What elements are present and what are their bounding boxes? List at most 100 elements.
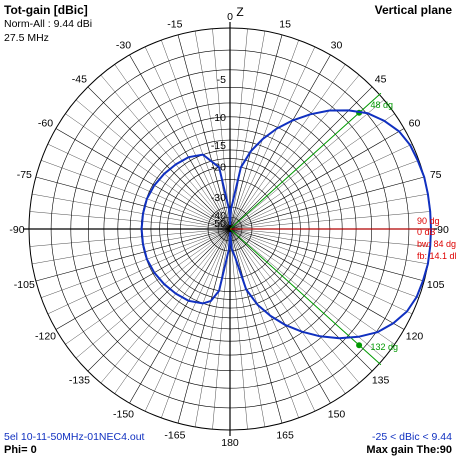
grid-spoke	[229, 143, 413, 230]
grid-spoke	[229, 99, 385, 230]
grid-spoke	[29, 211, 231, 230]
grid-spoke	[100, 228, 231, 384]
grid-spoke	[32, 228, 231, 265]
grid-spoke	[87, 86, 231, 230]
grid-spoke	[161, 40, 231, 230]
norm-label: Norm-All : 9.44 dBi	[4, 18, 92, 30]
zenith-label: Z	[236, 5, 243, 19]
angle-label: -120	[35, 331, 56, 343]
angle-label: -90	[9, 224, 24, 236]
angle-label: -60	[38, 118, 53, 130]
chart-title: Tot-gain [dBic]	[4, 3, 88, 17]
angle-label: -165	[164, 430, 185, 442]
marker-line	[229, 92, 382, 230]
angle-label: 15	[279, 18, 291, 30]
grid-spoke	[229, 228, 425, 282]
marker-label: 132 dg	[371, 342, 399, 352]
grid-spoke	[229, 228, 428, 265]
grid-spoke	[41, 160, 231, 230]
grid-spoke	[194, 31, 231, 230]
angle-label: 150	[328, 409, 346, 421]
angle-label: 75	[430, 169, 442, 181]
marker-lines: 48 dg 132 dg	[229, 92, 433, 366]
ring-label: -10	[211, 112, 226, 124]
ring-label: -40	[211, 210, 226, 222]
grid-spoke	[194, 228, 231, 427]
grid-spoke	[161, 228, 231, 418]
grid-spoke	[229, 31, 266, 230]
ring-label: -5	[217, 74, 226, 86]
grid-spoke	[100, 74, 231, 230]
angle-label: 0	[227, 11, 233, 23]
plane-label: Vertical plane	[375, 3, 453, 17]
grid-spoke	[47, 228, 231, 315]
angle-label: 105	[427, 279, 445, 291]
grid-spoke	[229, 228, 316, 412]
grid-spoke	[229, 64, 346, 230]
grid-spoke	[35, 176, 231, 230]
angle-label: -105	[14, 279, 35, 291]
angle-label: 165	[276, 430, 294, 442]
grid-spoke	[32, 193, 231, 230]
marker-line	[229, 228, 382, 366]
grid-spoke	[229, 228, 405, 330]
grid-spoke	[229, 228, 346, 394]
grid-spoke	[29, 228, 231, 247]
marker-dot	[356, 342, 363, 349]
grid-spoke	[114, 64, 231, 230]
grid-spoke	[65, 113, 231, 230]
grid-spoke	[229, 228, 395, 345]
grid-spoke	[229, 211, 431, 230]
grid-spoke	[229, 193, 428, 230]
angle-label: -15	[167, 18, 182, 30]
angle-label: 60	[409, 118, 421, 130]
grid-spoke	[212, 28, 231, 230]
angle-label: 180	[221, 437, 239, 449]
grid-spoke	[177, 228, 231, 424]
gain-range-label: -25 < dBic < 9.44	[372, 431, 452, 443]
grid-spoke	[229, 228, 299, 418]
ring-label: -15	[211, 140, 226, 152]
grid-spoke	[177, 34, 231, 230]
info-beamwidth: bw: 84 dg	[417, 239, 456, 249]
pattern-trace	[140, 109, 432, 340]
grid-spoke	[55, 128, 231, 230]
grid-spoke	[129, 54, 231, 230]
grid-spoke	[229, 228, 360, 384]
grid-spoke	[229, 228, 431, 247]
grid-spoke	[229, 74, 360, 230]
grid-spoke	[229, 160, 419, 230]
grid-spoke	[65, 228, 231, 345]
grid-spoke	[75, 228, 231, 359]
marker-label: 48 dg	[371, 100, 394, 110]
grid-spoke	[229, 128, 405, 230]
grid-spoke	[229, 228, 248, 430]
grid-spoke	[229, 228, 373, 372]
grid-spoke	[229, 46, 316, 230]
angle-label: 120	[406, 331, 424, 343]
ring-label: -50	[211, 218, 226, 230]
grid-spoke	[229, 40, 299, 230]
angle-label: -45	[72, 73, 87, 85]
frequency-label: 27.5 MHz	[4, 32, 49, 44]
angle-label: -135	[69, 375, 90, 387]
grid-spoke	[229, 228, 419, 298]
grid-spoke	[229, 176, 425, 230]
angle-label: 90	[437, 224, 449, 236]
angle-labels: 0 15 30 45 60 75 90 105 120 135 150 165 180 -165 -150 -…	[9, 11, 449, 449]
ring-label: -30	[211, 192, 226, 204]
grid-spoke	[229, 54, 331, 230]
info-front-back: fb: 14.1 dB	[417, 251, 456, 261]
grid-spoke	[114, 228, 231, 394]
ring-labels: -5-10-15-20-30-40-50	[211, 74, 226, 230]
grid-spoke	[212, 228, 231, 430]
angle-label: -30	[116, 40, 131, 52]
grid-spoke	[229, 228, 413, 315]
grid-spoke	[144, 228, 231, 412]
filename-label: 5el 10-11-50MHz-01NEC4.out	[4, 431, 145, 443]
grid-spoke	[55, 228, 231, 330]
max-gain-label: Max gain The:90	[366, 444, 452, 456]
grid-spoke	[229, 28, 248, 230]
angle-label: 135	[372, 375, 390, 387]
